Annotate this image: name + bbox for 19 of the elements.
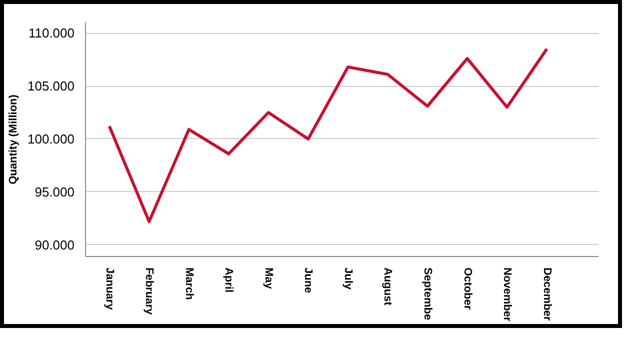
- x-tick-label: October: [461, 268, 474, 310]
- x-tick-label: April: [222, 268, 235, 293]
- y-axis-title: Quantity (Million): [8, 94, 20, 184]
- x-tick-label: June: [302, 268, 314, 294]
- x-tick-label: Septembe: [422, 268, 434, 320]
- x-tick-label: February: [143, 268, 156, 316]
- y-tick-label: 105.000: [28, 78, 75, 94]
- y-tick-label: 90.000: [34, 237, 75, 252]
- y-tick-label: 95.000: [34, 184, 75, 200]
- x-tick-label: May: [262, 268, 274, 290]
- x-tick-label: March: [182, 268, 195, 300]
- line-series: [108, 47, 548, 224]
- x-tick-label: November: [501, 268, 514, 322]
- y-tick-label: 100.000: [28, 131, 75, 146]
- x-tick-label: July: [342, 268, 354, 290]
- x-tick-label: August: [382, 268, 394, 306]
- x-tick-label: December: [540, 268, 553, 322]
- y-tick-label: 110.000: [28, 26, 75, 41]
- x-tick-label: January: [103, 268, 116, 311]
